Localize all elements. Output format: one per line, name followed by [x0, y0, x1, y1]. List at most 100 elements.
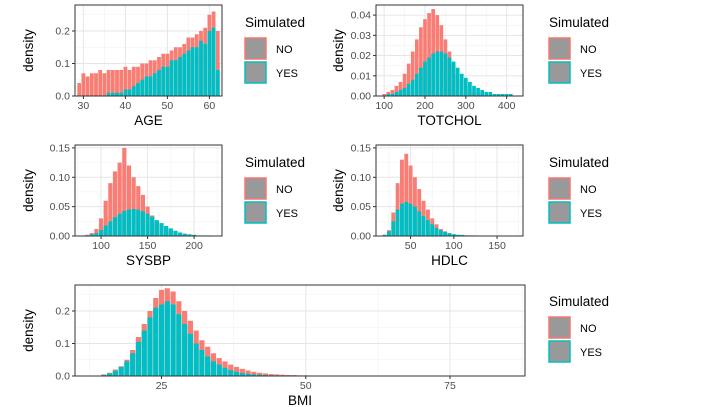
- bar-no: [123, 66, 128, 96]
- bar-yes: [508, 93, 513, 96]
- bar-yes: [115, 92, 119, 96]
- bar-yes: [228, 370, 234, 376]
- bar-no: [89, 73, 94, 96]
- bar-yes: [112, 217, 118, 236]
- y-axis-title: density: [331, 169, 346, 212]
- bar-yes: [425, 220, 430, 236]
- bar-yes: [398, 89, 403, 96]
- bar-yes: [165, 66, 170, 96]
- bar-yes: [123, 89, 128, 96]
- bar-no: [268, 374, 274, 376]
- bar-yes: [126, 209, 132, 236]
- legend-key-no: [244, 37, 267, 60]
- x-tick-label: 100: [92, 240, 110, 252]
- bar-no: [108, 183, 113, 236]
- bar-yes: [130, 353, 136, 376]
- bar-yes: [496, 93, 501, 96]
- bar-yes: [122, 210, 127, 236]
- bar-yes: [145, 213, 150, 236]
- bar-no: [115, 70, 119, 96]
- x-tick-label: 200: [185, 240, 203, 252]
- bar-yes: [395, 209, 400, 236]
- bar-yes: [178, 57, 182, 96]
- bar-yes: [135, 341, 142, 376]
- bar-yes: [187, 333, 193, 376]
- x-axis-title: BMI: [288, 393, 312, 407]
- bar-yes: [430, 224, 435, 236]
- legend-key-no: [548, 316, 571, 339]
- bar-yes: [136, 83, 140, 96]
- bar-no: [94, 73, 98, 96]
- bar-yes: [451, 234, 456, 236]
- legend-title: Simulated: [549, 15, 609, 30]
- legend: Simulated NO YES: [548, 155, 609, 224]
- bar-no: [103, 200, 108, 236]
- bar-yes: [233, 371, 240, 376]
- legend: Simulated NO YES: [548, 294, 609, 363]
- bar-no: [404, 153, 409, 236]
- legend-title: Simulated: [245, 15, 305, 30]
- bar-yes: [199, 350, 205, 376]
- bar-yes: [199, 40, 203, 96]
- bar-yes: [222, 367, 228, 376]
- bar-yes: [103, 225, 108, 236]
- y-tick-label: 0.01: [351, 70, 372, 82]
- bar-no: [257, 372, 263, 376]
- plot-border: [74, 144, 223, 237]
- y-tick-label: 0.05: [351, 201, 372, 213]
- bar-yes: [417, 211, 422, 236]
- bar-yes: [431, 53, 436, 96]
- x-tick-label: 50: [405, 240, 417, 252]
- bar-yes: [404, 201, 409, 236]
- y-tick-label: 0.10: [351, 172, 372, 184]
- bar-yes: [106, 92, 111, 96]
- bar-yes: [136, 209, 141, 236]
- bar-yes: [419, 67, 423, 96]
- bar-yes: [423, 61, 427, 96]
- bar-yes: [408, 203, 413, 236]
- bar-yes: [394, 91, 399, 96]
- bar-yes: [148, 76, 153, 96]
- bar-yes: [119, 92, 124, 96]
- chart-panel-age: 0.0 0.1 0.2 30 40 50 60 AGE density Simulated NO YE…: [21, 4, 305, 128]
- bar-no: [394, 85, 399, 96]
- legend-title: Simulated: [549, 155, 609, 170]
- bar-yes: [387, 231, 391, 236]
- bar-no: [119, 70, 124, 96]
- legend-label-yes: YES: [580, 68, 602, 80]
- x-tick-label: 100: [445, 240, 463, 252]
- bar-yes: [216, 364, 222, 376]
- x-tick-label: 300: [457, 100, 475, 112]
- bar-yes: [390, 93, 395, 96]
- y-tick-label: 0.1: [55, 338, 70, 350]
- bar-no: [117, 162, 122, 236]
- bar-yes: [438, 230, 443, 236]
- legend: Simulated NO YES: [244, 155, 305, 224]
- bar-yes: [118, 366, 124, 376]
- bar-yes: [182, 53, 187, 96]
- bar-yes: [443, 231, 448, 236]
- bar-no: [274, 374, 280, 376]
- x-tick-label: 75: [444, 380, 456, 392]
- x-axis-title: SYSBP: [126, 253, 171, 268]
- bar-yes: [460, 234, 465, 236]
- legend-label-yes: YES: [276, 208, 298, 220]
- bar-yes: [161, 66, 166, 96]
- bar-yes: [492, 93, 497, 96]
- bar-no: [390, 89, 395, 96]
- plot-border: [74, 284, 526, 377]
- x-axis-title: TOTCHOL: [417, 113, 482, 128]
- bar-no: [251, 371, 257, 376]
- bar-yes: [245, 373, 251, 376]
- y-tick-label: 0.00: [50, 231, 71, 243]
- x-axis-title: AGE: [134, 113, 163, 128]
- bar-yes: [205, 356, 211, 376]
- bar-no: [127, 70, 132, 96]
- legend-label-no: NO: [276, 184, 293, 196]
- bar-yes: [504, 93, 509, 96]
- bar-yes: [406, 83, 411, 96]
- chart-panel-sysbp: 0.00 0.05 0.10 0.15 100 150 200 SYSBP density Sim…: [21, 142, 305, 268]
- legend-key-yes: [548, 201, 571, 224]
- bar-no: [406, 63, 411, 96]
- bar-no: [131, 177, 136, 236]
